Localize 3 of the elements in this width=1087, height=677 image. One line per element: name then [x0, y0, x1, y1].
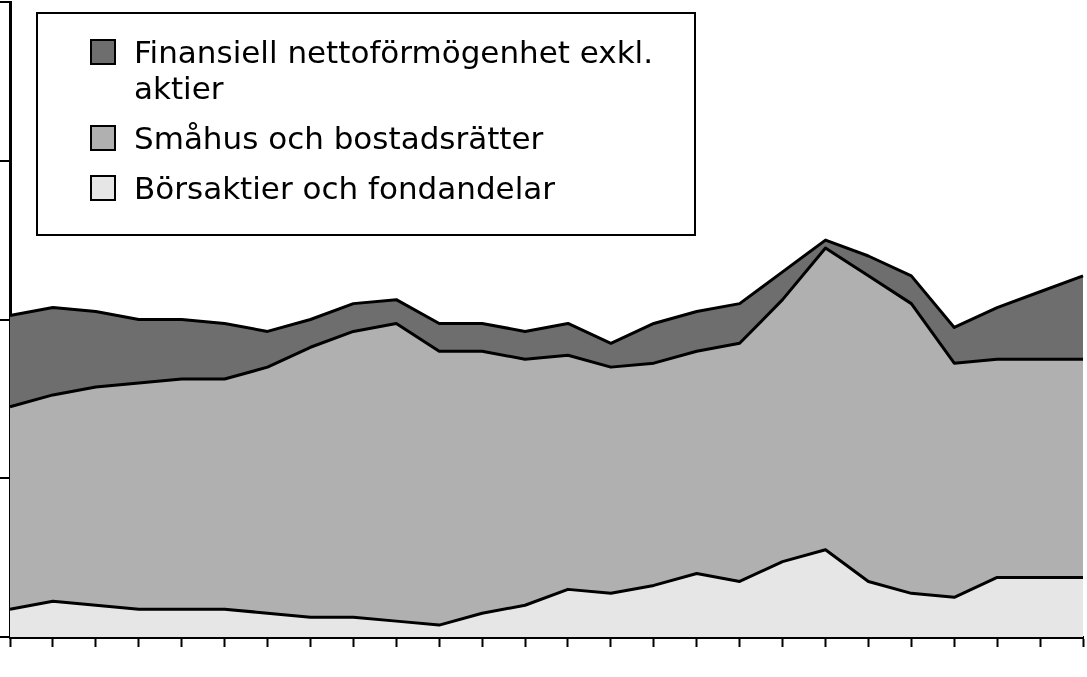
legend-label: Finansiell nettoförmögenhet exkl. aktier	[134, 34, 655, 106]
legend-label: Börsaktier och fondandelar	[134, 170, 555, 206]
legend-label: Småhus och bostadsrätter	[134, 120, 544, 156]
